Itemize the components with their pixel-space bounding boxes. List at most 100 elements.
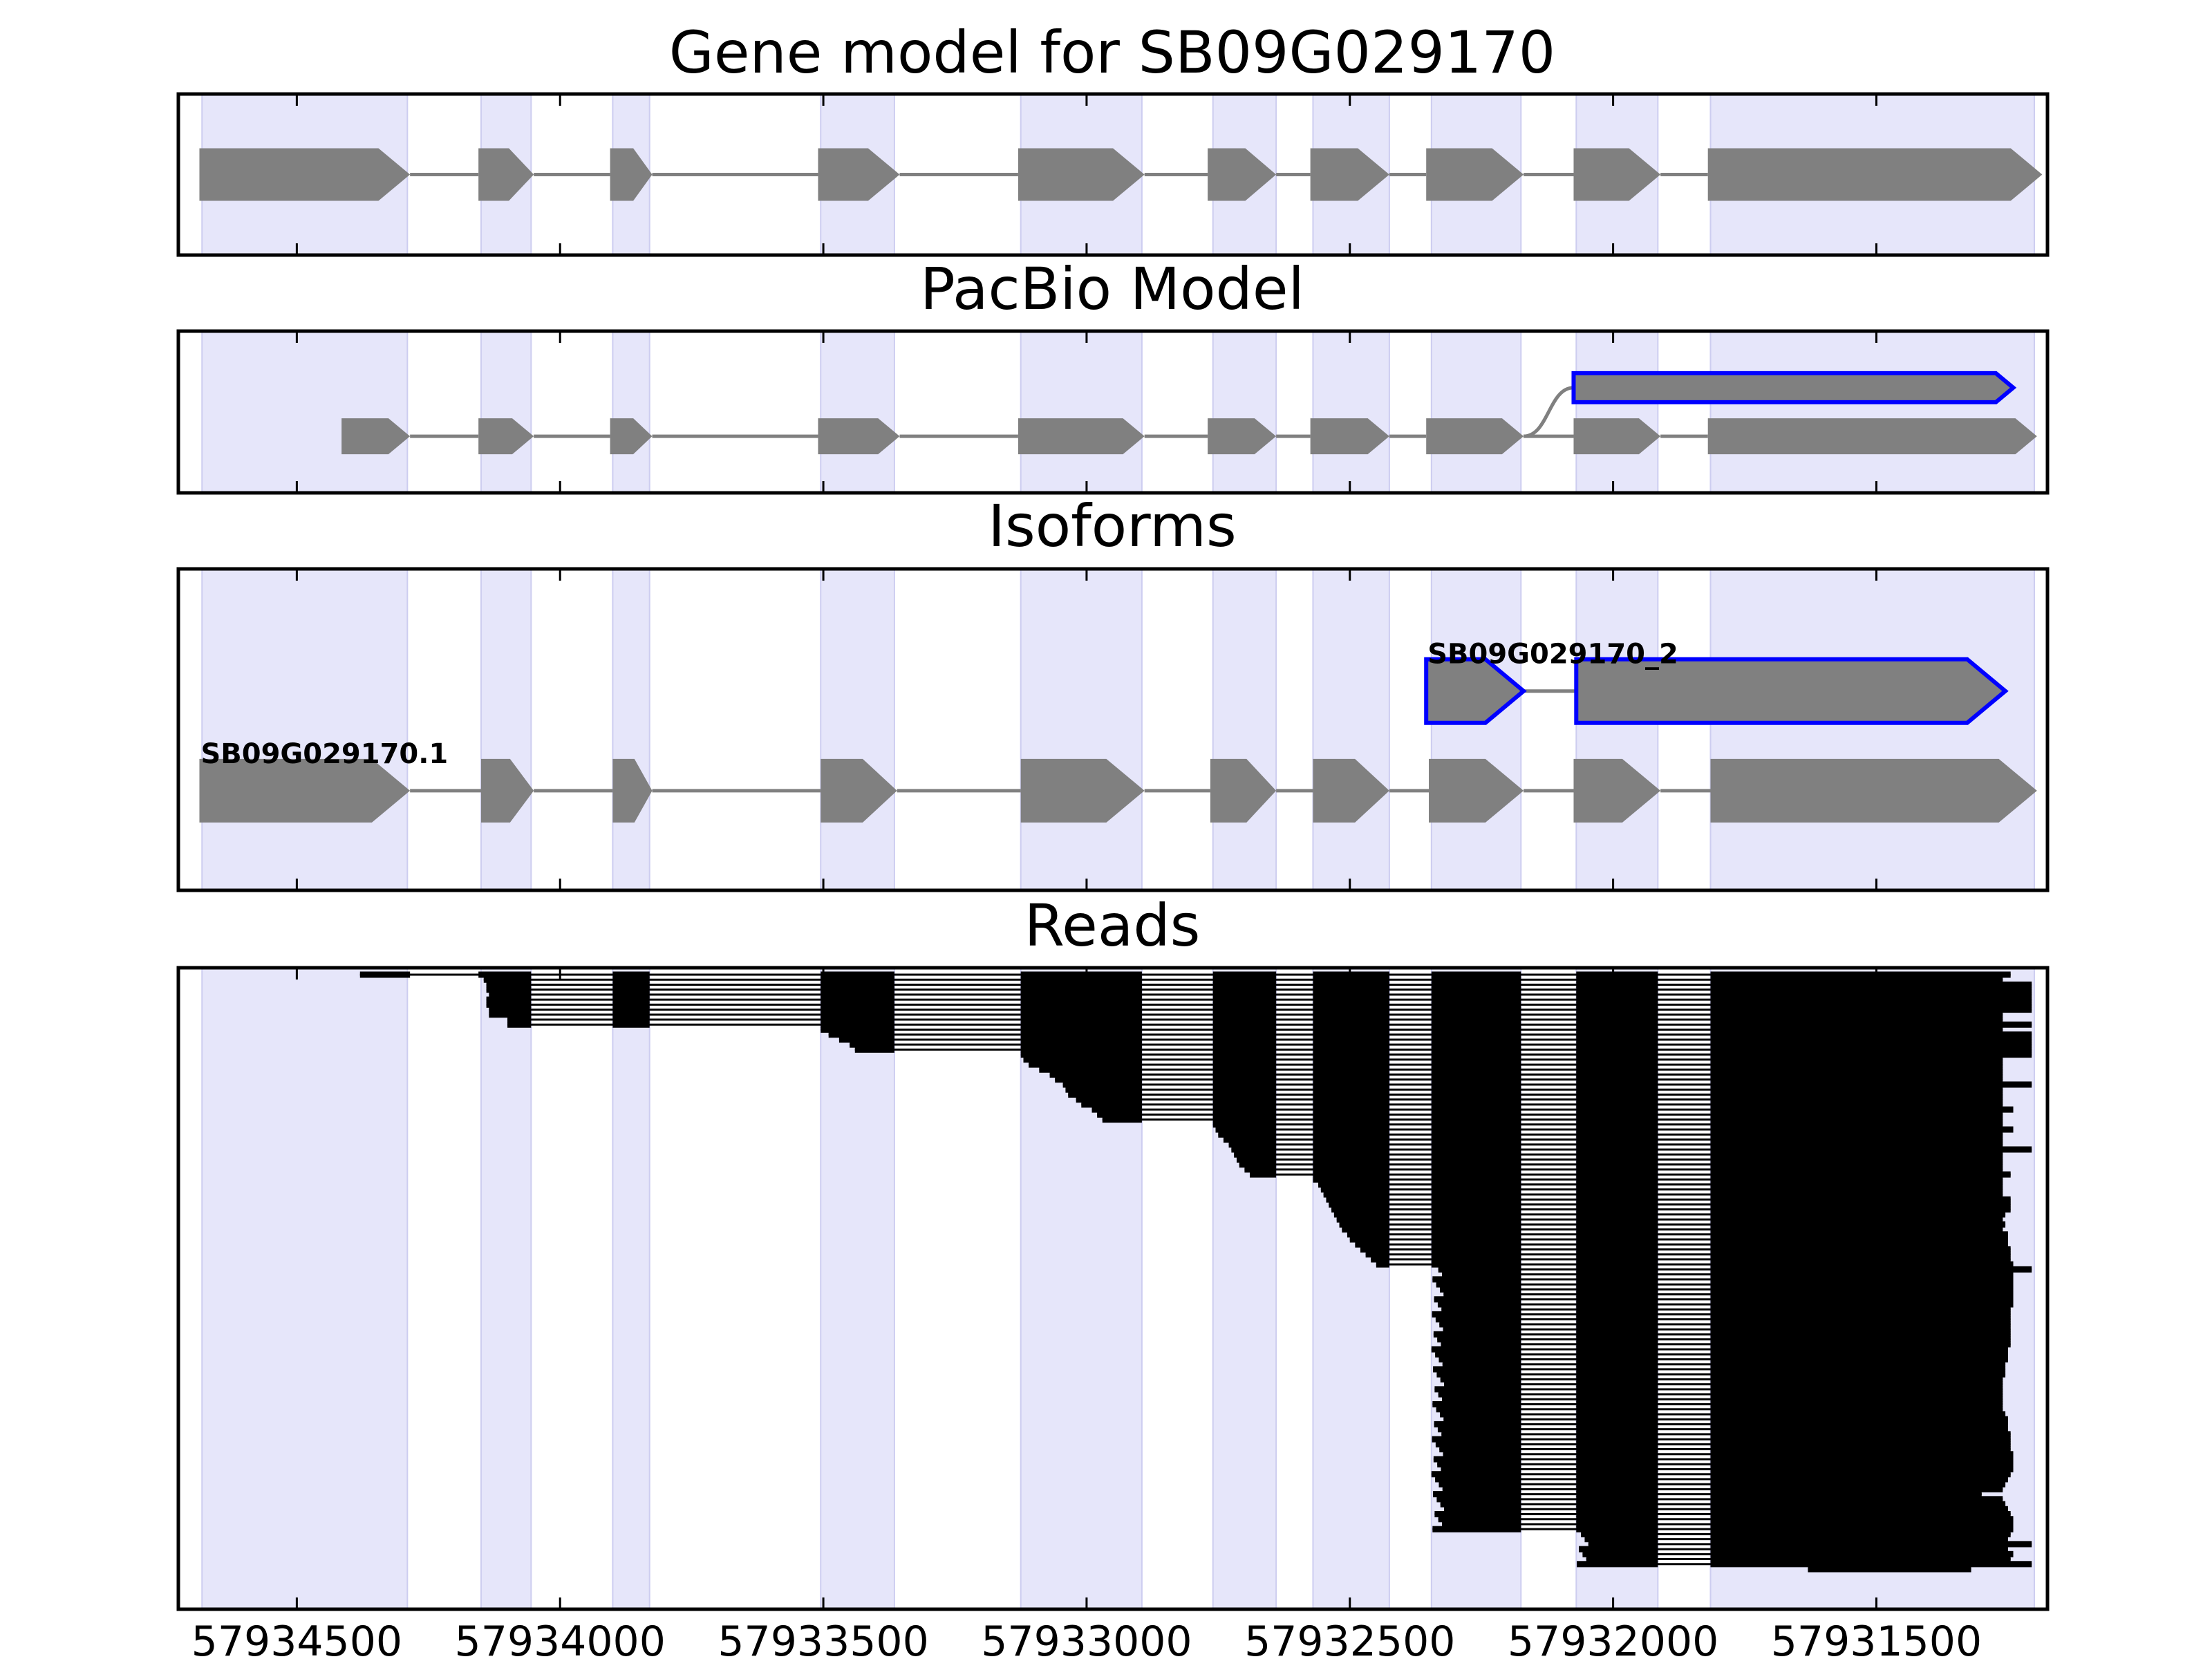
read-block-5-0 [486, 996, 532, 1003]
read-block-97-1 [1576, 1456, 1658, 1463]
read-block-15-4 [1431, 1046, 1521, 1053]
read-block-28-0 [1097, 1111, 1142, 1118]
exon-0-0-1 [478, 148, 534, 201]
read-block-51-3 [1710, 1226, 2003, 1233]
read-block-85-2 [1710, 1396, 2003, 1403]
read-block-31-3 [1576, 1126, 1658, 1133]
read-block-39-2 [1431, 1166, 1521, 1173]
read-block-108-0 [1434, 1511, 1521, 1518]
read-block-51-2 [1576, 1226, 1658, 1233]
read-block-109-1 [1576, 1516, 1658, 1523]
exon-2-1-2 [612, 758, 653, 823]
read-block-7-5 [1313, 1006, 1389, 1013]
read-block-94-2 [1710, 1441, 2011, 1447]
read-block-20-3 [1431, 1071, 1521, 1078]
read-block-36-3 [1576, 1151, 1658, 1158]
read-block-27-5 [1710, 1106, 2014, 1113]
read-block-91-1 [1576, 1426, 1658, 1433]
read-block-23-5 [1710, 1086, 2003, 1093]
read-block-67-0 [1441, 1306, 1521, 1313]
read-block-33-0 [1223, 1136, 1277, 1143]
read-block-115-1 [1710, 1546, 2008, 1553]
read-block-8-5 [1313, 1011, 1389, 1018]
read-block-8-2 [821, 1011, 894, 1018]
read-block-25-5 [1710, 1096, 2003, 1103]
read-block-49-0 [1336, 1216, 1389, 1223]
exon-2-1-5 [1210, 758, 1277, 823]
read-block-20-2 [1313, 1071, 1389, 1078]
read-block-54-1 [1431, 1241, 1521, 1248]
read-block-21-0 [1055, 1076, 1142, 1083]
read-block-0-7 [1431, 971, 1521, 978]
read-block-1-6 [1431, 976, 1521, 983]
read-block-23-0 [1065, 1086, 1142, 1093]
connector-1-0 [1523, 386, 1574, 438]
read-block-97-0 [1433, 1456, 1521, 1463]
read-block-91-0 [1437, 1426, 1521, 1433]
read-block-63-1 [1576, 1286, 1658, 1293]
shaded-region-2-7 [1430, 568, 1522, 891]
shaded-region-1-2 [612, 330, 650, 494]
read-block-16-3 [1431, 1051, 1521, 1058]
read-block-113-0 [1584, 1536, 1658, 1543]
read-block-58-2 [1576, 1261, 1658, 1268]
read-block-53-0 [1349, 1236, 1389, 1243]
read-block-107-1 [1576, 1506, 1658, 1512]
shaded-region-2-9 [1709, 568, 2035, 891]
read-block-26-5 [1710, 1101, 2003, 1108]
read-block-19-0 [1039, 1066, 1142, 1073]
read-block-94-1 [1576, 1441, 1658, 1447]
read-block-71-2 [1710, 1326, 2011, 1333]
read-block-8-3 [1020, 1011, 1142, 1018]
exon-2-0-0 [1424, 657, 1527, 725]
read-block-9-3 [1020, 1016, 1142, 1023]
read-block-44-1 [1431, 1191, 1521, 1198]
read-block-115-0 [1579, 1546, 1658, 1553]
read-block-59-0 [1438, 1266, 1521, 1273]
read-block-53-1 [1431, 1236, 1521, 1243]
read-block-29-1 [1212, 1116, 1277, 1123]
read-block-18-2 [1313, 1061, 1389, 1068]
read-block-105-2 [1710, 1496, 2003, 1503]
read-block-24-1 [1212, 1091, 1277, 1098]
read-block-7-2 [821, 1006, 894, 1013]
read-block-37-3 [1576, 1156, 1658, 1163]
read-block-54-3 [1710, 1241, 2008, 1248]
read-block-17-4 [1576, 1056, 1658, 1063]
shaded-region-3-0 [201, 967, 409, 1610]
read-block-47-3 [1710, 1206, 2011, 1213]
read-block-72-2 [1710, 1331, 2011, 1338]
read-block-2-4 [1212, 981, 1277, 988]
read-block-28-5 [1710, 1111, 2003, 1118]
read-block-26-0 [1081, 1101, 1142, 1108]
read-block-84-1 [1576, 1391, 1658, 1398]
shaded-region-1-5 [1212, 330, 1277, 494]
read-block-55-1 [1431, 1246, 1521, 1253]
read-block-23-2 [1313, 1086, 1389, 1093]
read-block-33-2 [1431, 1136, 1521, 1143]
read-block-2-8 [1710, 981, 2032, 988]
read-block-5-2 [821, 996, 894, 1003]
read-block-13-5 [1576, 1036, 1658, 1043]
read-block-1-8 [1710, 976, 2003, 983]
read-block-23-4 [1576, 1086, 1658, 1093]
read-block-3-6 [1431, 986, 1521, 993]
read-block-16-1 [1212, 1051, 1277, 1058]
read-block-31-4 [1710, 1126, 2014, 1133]
read-block-40-2 [1431, 1171, 1521, 1178]
exon-1-1-5 [1208, 418, 1277, 455]
x-tick-label-4: 57932500 [1244, 1618, 1455, 1659]
read-block-114-1 [1710, 1541, 2032, 1548]
read-block-43-0 [1320, 1186, 1389, 1193]
read-block-39-4 [1710, 1166, 2003, 1173]
read-block-92-2 [1710, 1431, 2011, 1438]
read-block-9-5 [1313, 1016, 1389, 1023]
read-block-14-1 [1020, 1041, 1142, 1048]
read-block-10-4 [1212, 1021, 1277, 1028]
read-block-14-4 [1431, 1041, 1521, 1048]
read-block-78-0 [1442, 1361, 1521, 1368]
read-block-75-1 [1576, 1346, 1658, 1353]
read-block-39-1 [1313, 1166, 1389, 1173]
shaded-region-1-8 [1575, 330, 1659, 494]
